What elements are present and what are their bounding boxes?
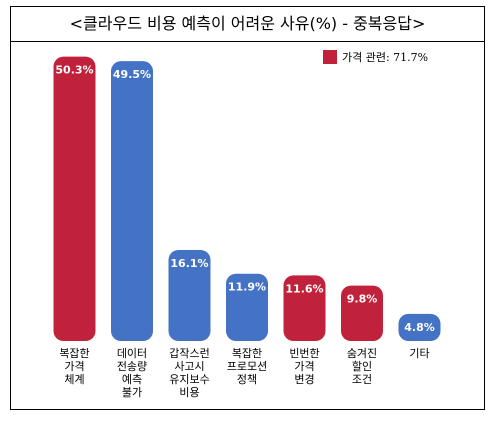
category-label-line: 사고시: [174, 360, 204, 373]
category-label-0: 복잡한 가격 체계: [59, 347, 89, 386]
category-label-line: 할인: [352, 360, 372, 373]
bar-5: [341, 285, 383, 341]
value-label-4: 11.6%: [285, 282, 323, 295]
category-label-1: 데이터 전송량 예측 불가: [117, 347, 147, 399]
bar-2: [168, 249, 211, 341]
category-label-line: 유지보수: [169, 373, 209, 386]
bar-1: [111, 61, 153, 342]
legend-label: 가격 관련: 71.7%: [342, 51, 429, 64]
category-label-line: 예측: [122, 373, 142, 386]
value-label-0: 50.3%: [55, 64, 93, 77]
category-label-line: 갑작스런: [169, 347, 209, 360]
chart-legend: 가격 관련: 71.7%: [323, 49, 428, 65]
category-label-line: 전송량: [117, 360, 147, 373]
category-label-2: 갑작스런 사고시 유지보수 비용: [169, 347, 209, 399]
category-label-line: 불가: [122, 386, 142, 399]
value-label-1: 49.5%: [113, 68, 151, 81]
bar-0: [53, 56, 96, 341]
chart-frame: <클라우드 비용 예측이 어려운 사유(%) - 중복응답> 50.3% 복잡한 가…: [10, 6, 485, 410]
category-label-line: 가격: [64, 360, 84, 373]
bar-6: [398, 313, 441, 341]
category-label-line: 빈번한: [289, 347, 319, 360]
category-label-line: 가격: [294, 360, 314, 373]
legend-swatch: [323, 50, 337, 64]
category-label-line: 비용: [179, 386, 199, 399]
category-label-line: 복잡한: [59, 347, 89, 360]
value-label-6: 4.8%: [404, 321, 435, 334]
category-label-line: 복잡한: [232, 347, 262, 360]
category-label-line: 정책: [237, 373, 257, 386]
value-label-2: 16.1%: [170, 257, 208, 270]
category-label-line: 변경: [294, 373, 314, 386]
category-label-line: 기타: [409, 347, 429, 360]
value-label-3: 11.9%: [228, 281, 266, 294]
value-label-5: 9.8%: [347, 293, 378, 306]
category-label-line: 조건: [352, 373, 372, 386]
chart-title: <클라우드 비용 예측이 어려운 사유(%) - 중복응답>: [11, 7, 484, 42]
category-label-line: 프로모션: [227, 360, 267, 373]
category-label-line: 숨겨진: [347, 347, 377, 360]
category-label-5: 숨겨진 할인 조건: [347, 347, 377, 386]
category-label-line: 체계: [64, 373, 84, 386]
category-label-4: 빈번한 가격 변경: [289, 347, 319, 386]
category-label-line: 데이터: [117, 347, 147, 360]
category-label-6: 기타: [409, 347, 429, 360]
bar-3: [226, 273, 268, 341]
category-label-3: 복잡한 프로모션 정책: [227, 347, 267, 386]
bar-4: [283, 275, 326, 341]
